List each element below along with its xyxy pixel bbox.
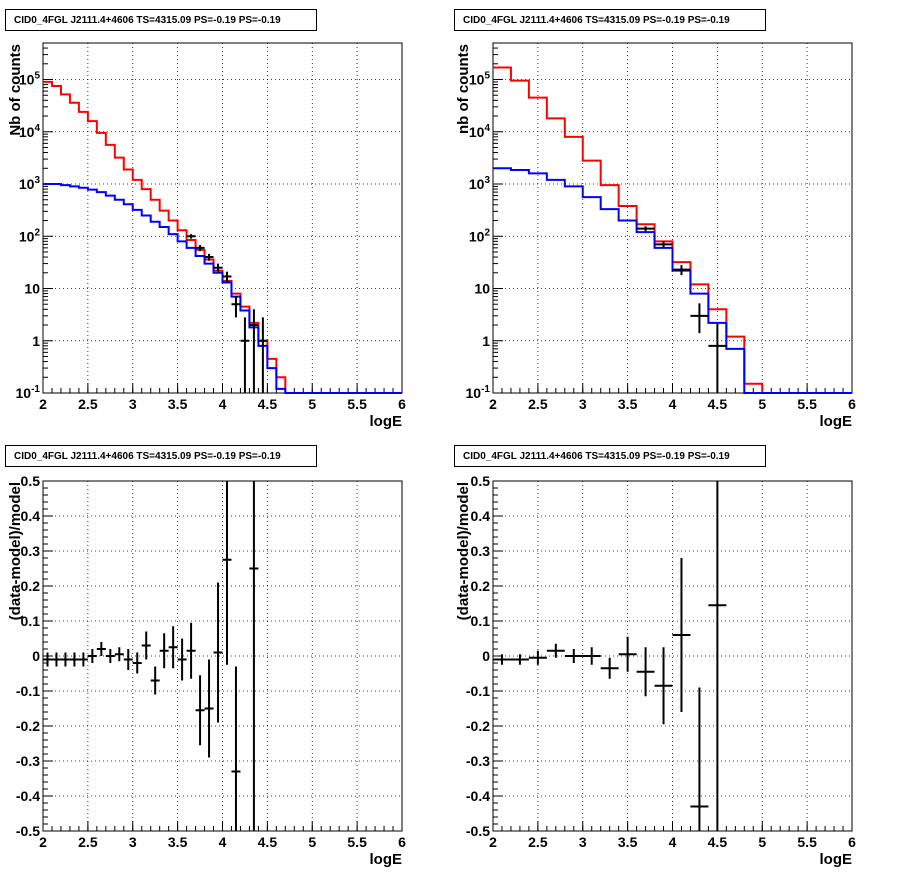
y-tick-label: 10-1 (16, 384, 41, 401)
x-tick-label: 3 (129, 834, 137, 850)
y-tick-label: -0.4 (466, 788, 490, 804)
x-tick-label: 3.5 (168, 396, 188, 412)
y-tick-label: -0.1 (466, 683, 490, 699)
y-tick-label: -0.3 (16, 753, 40, 769)
y-tick-label: 0.3 (21, 543, 41, 559)
x-tick-label: 5.5 (797, 834, 817, 850)
x-tick-label: 2 (39, 834, 47, 850)
x-axis-label: logE (370, 413, 403, 430)
x-tick-label: 2.5 (78, 396, 98, 412)
chart-panel-bottom-right: 2 2.5 3 3.5 4 4.5 5 5.5 6 -0.5 -0.4 -0.3 -0.2 -0.1 0 0.… (455, 473, 856, 868)
x-tick-label: 5.5 (797, 396, 817, 412)
y-tick-label: 1 (482, 333, 490, 349)
chart-title: CID0_4FGL J2111.4+4606 TS=4315.09 PS=-0.… (5, 9, 317, 31)
y-tick-label: 0.2 (471, 578, 491, 594)
y-tick-label: 0.5 (21, 473, 41, 489)
x-tick-label: 2.5 (528, 396, 548, 412)
plot-frame (42, 42, 403, 394)
y-tick-label: 0.3 (471, 543, 491, 559)
y-tick-label: 102 (469, 227, 491, 244)
y-axis-label: nb of counts (455, 44, 472, 134)
y-tick-label: 0.4 (471, 508, 491, 524)
x-tick-label: 6 (398, 396, 406, 412)
x-tick-label: 4 (219, 396, 227, 412)
chart-panel-bottom-left: 2 2.5 3 3.5 4 4.5 5 5.5 6 -0.5 -0.4 -0.3 -0.2 -0.1 0 0.… (7, 473, 406, 868)
x-tick-label: 4.5 (708, 396, 728, 412)
y-tick-label: 0.4 (21, 508, 41, 524)
y-tick-label: 105 (469, 71, 491, 88)
x-tick-label: 3.5 (168, 834, 188, 850)
x-tick-label: 2.5 (528, 834, 548, 850)
y-axis-label: (data-model)/model (455, 482, 472, 620)
x-axis-label: logE (820, 851, 853, 868)
x-tick-label: 3.5 (618, 396, 638, 412)
x-tick-label: 4 (669, 396, 677, 412)
x-axis-label: logE (370, 851, 403, 868)
y-tick-label: 0.5 (471, 473, 491, 489)
y-tick-label: 10-1 (466, 384, 491, 401)
y-tick-label: -0.2 (466, 718, 490, 734)
y-tick-label: 105 (19, 71, 41, 88)
y-tick-label: -0.5 (16, 823, 40, 839)
x-tick-label: 4.5 (258, 396, 278, 412)
x-tick-label: 4 (669, 834, 677, 850)
y-tick-label: 104 (19, 123, 41, 140)
y-tick-label: 0.2 (21, 578, 41, 594)
x-axis-label: logE (820, 413, 853, 430)
chart-title: CID0_4FGL J2111.4+4606 TS=4315.09 PS=-0.… (454, 445, 766, 467)
y-axis-label: Nb of counts (7, 44, 24, 136)
x-tick-label: 5.5 (347, 834, 367, 850)
histogram-series-blue (493, 167, 852, 394)
x-tick-label: 5 (758, 396, 766, 412)
chart-panel-top-left: 2 2.5 3 3.5 4 4.5 5 5.5 6 10-1 1 10 102 103 104 105 logE… (7, 42, 406, 430)
y-tick-label: 10 (24, 281, 40, 297)
y-tick-label: 103 (469, 175, 491, 192)
x-tick-label: 4.5 (258, 834, 278, 850)
y-tick-label: 0 (32, 648, 40, 664)
x-tick-label: 2 (489, 396, 497, 412)
x-tick-label: 3 (129, 396, 137, 412)
y-tick-label: -0.4 (16, 788, 40, 804)
y-axis-label: (data-model)/model (7, 482, 24, 620)
y-tick-label: -0.3 (466, 753, 490, 769)
x-tick-label: 6 (848, 834, 856, 850)
y-tick-label: 0.1 (21, 613, 41, 629)
x-tick-label: 2 (39, 396, 47, 412)
y-tick-label: 102 (19, 227, 41, 244)
x-tick-label: 3 (579, 396, 587, 412)
x-tick-label: 5 (308, 834, 316, 850)
x-tick-label: 6 (848, 396, 856, 412)
y-tick-label: 1 (32, 333, 40, 349)
x-tick-label: 3.5 (618, 834, 638, 850)
histogram-series-blue (43, 183, 402, 394)
x-tick-label: 5.5 (347, 396, 367, 412)
x-tick-label: 2.5 (78, 834, 98, 850)
y-tick-label: 103 (19, 175, 41, 192)
x-tick-label: 2 (489, 834, 497, 850)
x-tick-label: 5 (308, 396, 316, 412)
y-tick-label: 0 (482, 648, 490, 664)
chart-panel-top-right: 2 2.5 3 3.5 4 4.5 5 5.5 6 10-1 1 10 102 103 104 105 logE… (455, 42, 856, 430)
y-tick-label: 0.1 (471, 613, 491, 629)
x-tick-label: 5 (758, 834, 766, 850)
chart-title: CID0_4FGL J2111.4+4606 TS=4315.09 PS=-0.… (454, 9, 766, 31)
chart-title: CID0_4FGL J2111.4+4606 TS=4315.09 PS=-0.… (5, 445, 317, 467)
y-tick-label: -0.1 (16, 683, 40, 699)
plot-frame (492, 42, 853, 394)
y-tick-label: -0.2 (16, 718, 40, 734)
plot-frame (492, 480, 853, 832)
x-tick-label: 6 (398, 834, 406, 850)
x-tick-label: 3 (579, 834, 587, 850)
y-tick-label: 10 (474, 281, 490, 297)
y-tick-label: -0.5 (466, 823, 490, 839)
x-tick-label: 4.5 (708, 834, 728, 850)
x-tick-label: 4 (219, 834, 227, 850)
y-tick-label: 104 (469, 123, 491, 140)
